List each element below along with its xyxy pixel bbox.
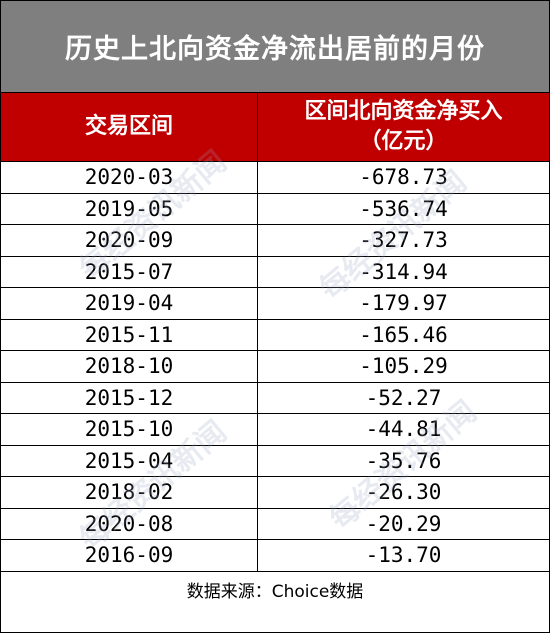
header-net-buy-unit: （亿元） (359, 129, 448, 154)
value-cell: -165.46 (359, 322, 448, 347)
table-row: 2020-03 -678.73 (1, 162, 549, 194)
value-cell: -20.29 (365, 511, 442, 536)
table-row: 2015-04 -35.76 (1, 445, 549, 477)
header-net-buy: 区间北向资金净买入 （亿元） (258, 93, 549, 161)
period-cell: 2015-11 (1, 319, 258, 350)
table-row: 2016-09 -13.70 (1, 540, 549, 572)
value-cell: -179.97 (359, 291, 448, 316)
value-cell: -44.81 (365, 417, 442, 442)
period-cell: 2015-07 (1, 256, 258, 287)
period-cell: 2015-04 (1, 445, 258, 476)
period-cell: 2015-12 (1, 382, 258, 413)
table-row: 2015-07 -314.94 (1, 256, 549, 288)
table-title: 历史上北向资金净流出居前的月份 (1, 1, 549, 93)
period-cell: 2016-09 (1, 540, 258, 571)
table-row: 2020-09 -327.73 (1, 225, 549, 257)
period-cell: 2019-05 (1, 193, 258, 224)
table-row: 2015-12 -52.27 (1, 382, 549, 414)
value-cell: -26.30 (365, 480, 442, 505)
value-cell: -105.29 (359, 354, 448, 379)
period-cell: 2019-04 (1, 288, 258, 319)
table-row: 2015-10 -44.81 (1, 414, 549, 446)
table-row: 2018-02 -26.30 (1, 477, 549, 509)
period-cell: 2018-02 (1, 477, 258, 508)
data-source-note: 数据来源：Choice数据 (186, 582, 364, 602)
header-net-buy-label: 区间北向资金净买入 (304, 99, 503, 124)
value-cell: -678.73 (359, 165, 448, 190)
value-cell: -13.70 (365, 543, 442, 568)
period-cell: 2015-10 (1, 414, 258, 445)
period-cell: 2020-08 (1, 508, 258, 539)
table-header-row: 交易区间 区间北向资金净买入 （亿元） (1, 93, 549, 162)
value-cell: -327.73 (359, 228, 448, 253)
table-row: 2015-11 -165.46 (1, 319, 549, 351)
header-period: 交易区间 (1, 93, 258, 161)
table-row: 2019-05 -536.74 (1, 193, 549, 225)
value-cell: -536.74 (359, 196, 448, 221)
table-row: 2020-08 -20.29 (1, 508, 549, 540)
table-body: 2020-03 -678.73 2019-05 -536.74 2020-09 … (1, 162, 549, 572)
table-row: 2019-04 -179.97 (1, 288, 549, 320)
period-cell: 2020-09 (1, 225, 258, 256)
period-cell: 2020-03 (1, 162, 258, 193)
value-cell: -52.27 (365, 385, 442, 410)
period-cell: 2018-10 (1, 351, 258, 382)
value-cell: -314.94 (359, 259, 448, 284)
table-row: 2018-10 -105.29 (1, 351, 549, 383)
value-cell: -35.76 (365, 448, 442, 473)
